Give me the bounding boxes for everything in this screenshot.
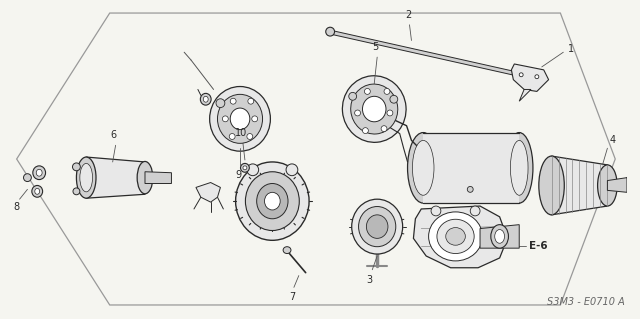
Text: 3: 3: [366, 275, 372, 285]
Ellipse shape: [470, 206, 480, 216]
Ellipse shape: [200, 93, 211, 105]
Text: 9: 9: [235, 170, 241, 180]
Polygon shape: [511, 64, 548, 92]
Ellipse shape: [539, 156, 564, 215]
Ellipse shape: [35, 189, 40, 194]
Ellipse shape: [283, 247, 291, 254]
Ellipse shape: [491, 225, 508, 248]
Ellipse shape: [431, 206, 441, 216]
Ellipse shape: [352, 199, 403, 254]
Ellipse shape: [243, 166, 247, 170]
Ellipse shape: [366, 215, 388, 238]
Ellipse shape: [32, 185, 43, 197]
Ellipse shape: [362, 96, 386, 122]
Polygon shape: [423, 133, 519, 203]
Ellipse shape: [429, 212, 483, 261]
Ellipse shape: [245, 172, 300, 231]
Ellipse shape: [76, 157, 96, 198]
Ellipse shape: [247, 164, 259, 176]
Ellipse shape: [384, 88, 390, 94]
Ellipse shape: [230, 98, 236, 104]
Ellipse shape: [390, 95, 397, 103]
Ellipse shape: [229, 134, 235, 139]
Ellipse shape: [257, 183, 288, 219]
Ellipse shape: [218, 94, 262, 143]
Ellipse shape: [80, 163, 93, 192]
Polygon shape: [480, 225, 519, 248]
Ellipse shape: [210, 86, 270, 151]
Ellipse shape: [264, 192, 280, 210]
Ellipse shape: [362, 128, 369, 134]
Ellipse shape: [535, 75, 539, 79]
Ellipse shape: [511, 140, 528, 195]
Polygon shape: [519, 89, 531, 101]
Polygon shape: [413, 206, 508, 268]
Polygon shape: [607, 178, 627, 192]
Ellipse shape: [342, 76, 406, 142]
Ellipse shape: [364, 88, 371, 94]
Ellipse shape: [248, 98, 253, 104]
Text: 7: 7: [289, 292, 295, 302]
Ellipse shape: [598, 165, 617, 206]
Ellipse shape: [247, 134, 253, 139]
Ellipse shape: [204, 96, 208, 102]
Ellipse shape: [252, 116, 258, 122]
Ellipse shape: [222, 116, 228, 122]
Polygon shape: [196, 182, 220, 202]
Ellipse shape: [349, 93, 356, 100]
Ellipse shape: [230, 108, 250, 130]
Text: 10: 10: [235, 129, 247, 138]
Ellipse shape: [355, 110, 360, 116]
Polygon shape: [86, 157, 145, 198]
Ellipse shape: [286, 164, 298, 176]
Ellipse shape: [437, 219, 474, 254]
Ellipse shape: [73, 188, 80, 195]
Ellipse shape: [467, 186, 473, 192]
Ellipse shape: [241, 163, 250, 172]
Ellipse shape: [495, 230, 504, 243]
Polygon shape: [145, 172, 172, 183]
Ellipse shape: [236, 162, 309, 240]
Ellipse shape: [36, 169, 42, 176]
Ellipse shape: [519, 73, 523, 77]
Polygon shape: [328, 30, 516, 76]
Text: E-6: E-6: [529, 241, 548, 251]
Ellipse shape: [358, 206, 396, 247]
Ellipse shape: [445, 227, 465, 245]
Text: 5: 5: [372, 42, 378, 52]
Polygon shape: [552, 156, 607, 215]
Ellipse shape: [387, 110, 393, 116]
Text: 1: 1: [568, 44, 574, 54]
Ellipse shape: [72, 163, 81, 171]
Text: 2: 2: [405, 10, 412, 20]
Ellipse shape: [381, 126, 387, 131]
Ellipse shape: [216, 99, 225, 108]
Ellipse shape: [412, 140, 434, 195]
Ellipse shape: [137, 161, 153, 194]
Ellipse shape: [33, 166, 45, 180]
Ellipse shape: [326, 27, 335, 36]
Text: 4: 4: [609, 135, 616, 145]
Ellipse shape: [408, 133, 439, 203]
Text: S3M3 - E0710 A: S3M3 - E0710 A: [547, 297, 625, 307]
Text: 8: 8: [13, 202, 20, 212]
Ellipse shape: [24, 174, 31, 182]
Ellipse shape: [351, 84, 397, 134]
Text: 6: 6: [111, 130, 116, 140]
Ellipse shape: [506, 133, 533, 203]
